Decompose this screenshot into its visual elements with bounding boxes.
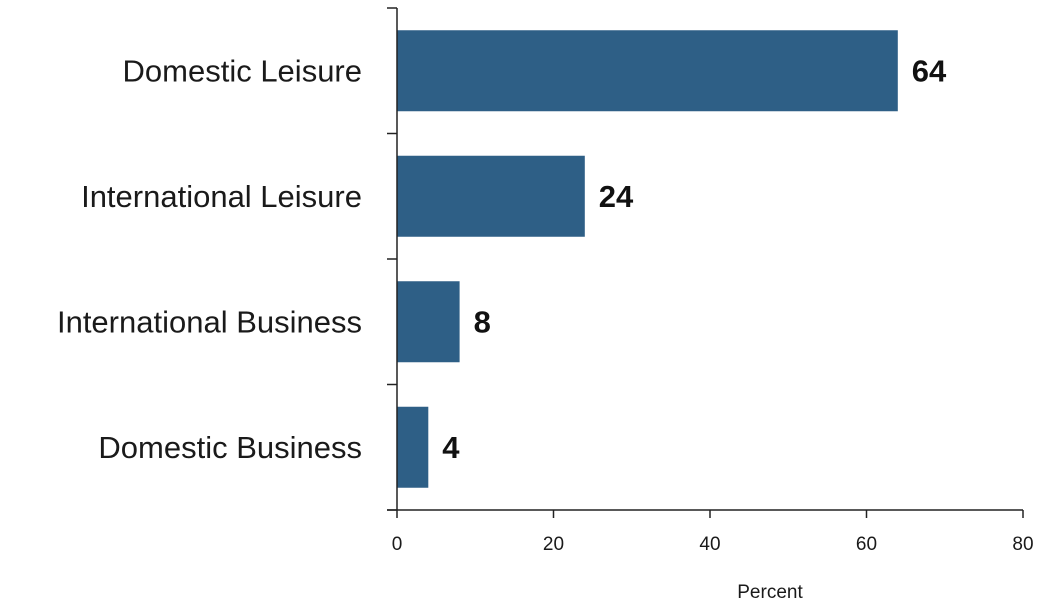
plot-area: Domestic Leisure 64 International Leisure 2… <box>57 7 1034 555</box>
data-label: 24 <box>599 179 634 214</box>
category-label: International Business <box>57 304 362 339</box>
category-label: Domestic Business <box>98 430 362 465</box>
x-tick-label: 60 <box>856 534 877 555</box>
data-label: 4 <box>442 430 460 465</box>
x-tick-label: 20 <box>543 534 564 555</box>
x-axis-title: Percent <box>737 582 803 603</box>
x-tick-label: 40 <box>699 534 720 555</box>
x-tick-label: 0 <box>392 534 403 555</box>
category-label: International Leisure <box>81 179 362 214</box>
data-label: 8 <box>474 304 491 339</box>
x-tick-label: 80 <box>1012 534 1033 555</box>
bar <box>397 30 898 112</box>
category-label: Domestic Leisure <box>123 53 362 88</box>
data-label: 64 <box>912 53 947 88</box>
bar <box>397 155 585 237</box>
bar <box>397 406 429 488</box>
bar <box>397 281 460 363</box>
